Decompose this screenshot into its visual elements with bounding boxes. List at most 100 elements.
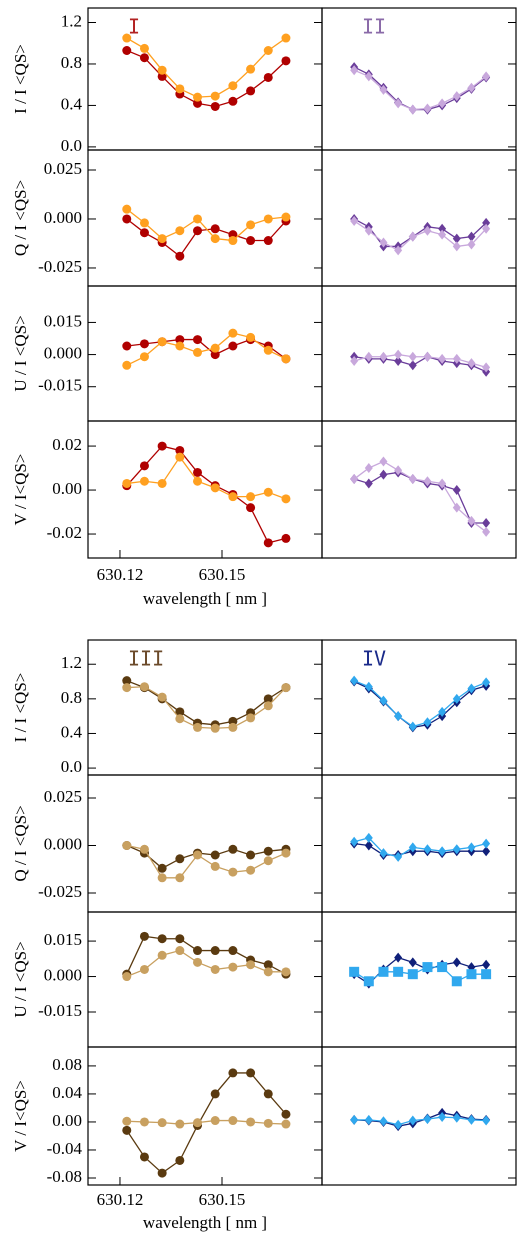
marker xyxy=(364,840,373,851)
marker xyxy=(263,694,273,704)
marker xyxy=(452,1112,461,1123)
marker xyxy=(281,354,291,364)
marker xyxy=(139,1152,149,1162)
marker xyxy=(122,972,132,982)
marker xyxy=(210,91,220,101)
marker xyxy=(452,485,461,496)
y-tick-label: 0.025 xyxy=(44,159,82,178)
marker xyxy=(452,957,461,968)
marker xyxy=(394,851,403,862)
marker xyxy=(423,351,432,362)
marker xyxy=(246,492,256,502)
series-line xyxy=(354,356,487,373)
marker xyxy=(452,91,461,102)
marker xyxy=(482,838,491,849)
marker xyxy=(467,358,476,369)
marker xyxy=(281,967,291,977)
series-line xyxy=(354,842,487,856)
marker xyxy=(157,234,167,244)
marker xyxy=(394,245,403,256)
marker xyxy=(246,86,256,96)
marker xyxy=(364,71,373,82)
marker xyxy=(394,349,403,360)
marker xyxy=(139,228,149,238)
marker xyxy=(408,721,417,732)
marker xyxy=(364,832,373,843)
series-line xyxy=(353,66,487,111)
marker xyxy=(263,1118,273,1128)
marker xyxy=(281,56,291,66)
series-line xyxy=(126,332,287,366)
marker xyxy=(175,445,185,455)
marker xyxy=(193,722,203,732)
marker xyxy=(246,850,256,860)
marker xyxy=(423,103,432,114)
y-axis-label: Q / I <QS> xyxy=(11,180,30,256)
series-line xyxy=(126,949,286,978)
panel-label: IV xyxy=(362,647,386,671)
marker xyxy=(467,239,476,250)
y-tick-label: 0.00 xyxy=(52,1111,82,1130)
marker xyxy=(246,1068,256,1078)
marker xyxy=(228,236,238,246)
marker xyxy=(122,676,132,686)
y-tick-label: 0.4 xyxy=(61,94,83,113)
marker xyxy=(423,1114,432,1125)
y-tick-label: 0.00 xyxy=(52,479,82,498)
marker xyxy=(281,33,291,43)
marker xyxy=(228,341,238,351)
marker xyxy=(210,224,220,234)
marker xyxy=(228,962,238,972)
marker xyxy=(157,71,167,81)
y-tick-label: -0.04 xyxy=(47,1139,83,1158)
marker xyxy=(394,1119,403,1130)
marker xyxy=(349,966,360,977)
marker xyxy=(175,934,185,944)
marker xyxy=(263,538,273,548)
marker xyxy=(139,964,149,974)
marker xyxy=(281,1119,291,1129)
marker xyxy=(452,502,461,513)
y-axis-label: V / I<QS> xyxy=(11,454,30,526)
y-axis-label: I / I <QS> xyxy=(11,673,30,743)
panel-frame xyxy=(87,285,323,422)
marker xyxy=(175,251,185,261)
marker xyxy=(175,707,185,717)
series-line xyxy=(126,218,287,258)
x-tick-label: 630.15 xyxy=(199,1190,246,1209)
marker xyxy=(408,231,417,242)
marker xyxy=(210,101,220,111)
marker xyxy=(210,850,220,860)
marker xyxy=(281,683,291,693)
marker xyxy=(122,360,132,370)
marker xyxy=(350,675,359,686)
marker xyxy=(139,1117,149,1127)
y-tick-label: 0.08 xyxy=(52,1055,82,1074)
marker xyxy=(263,846,273,856)
marker xyxy=(193,226,203,236)
marker xyxy=(263,701,273,711)
panel-frame xyxy=(321,639,517,776)
marker xyxy=(228,81,238,91)
marker xyxy=(482,1115,491,1126)
marker xyxy=(350,356,359,366)
marker xyxy=(246,64,256,74)
series-line xyxy=(353,460,487,533)
marker xyxy=(423,717,432,728)
marker xyxy=(210,964,220,974)
marker xyxy=(350,836,359,847)
series-line xyxy=(126,844,287,879)
marker xyxy=(175,1119,185,1129)
y-tick-label: -0.08 xyxy=(47,1167,82,1186)
marker xyxy=(193,347,203,357)
y-tick-label: 0.0 xyxy=(61,136,82,155)
panel-frame xyxy=(321,1046,517,1186)
marker xyxy=(482,217,491,228)
panel-frame xyxy=(321,420,517,559)
marker xyxy=(423,844,432,855)
series-line xyxy=(126,686,287,729)
marker xyxy=(408,842,417,853)
marker xyxy=(452,844,461,855)
marker xyxy=(350,474,359,485)
marker xyxy=(482,362,491,373)
